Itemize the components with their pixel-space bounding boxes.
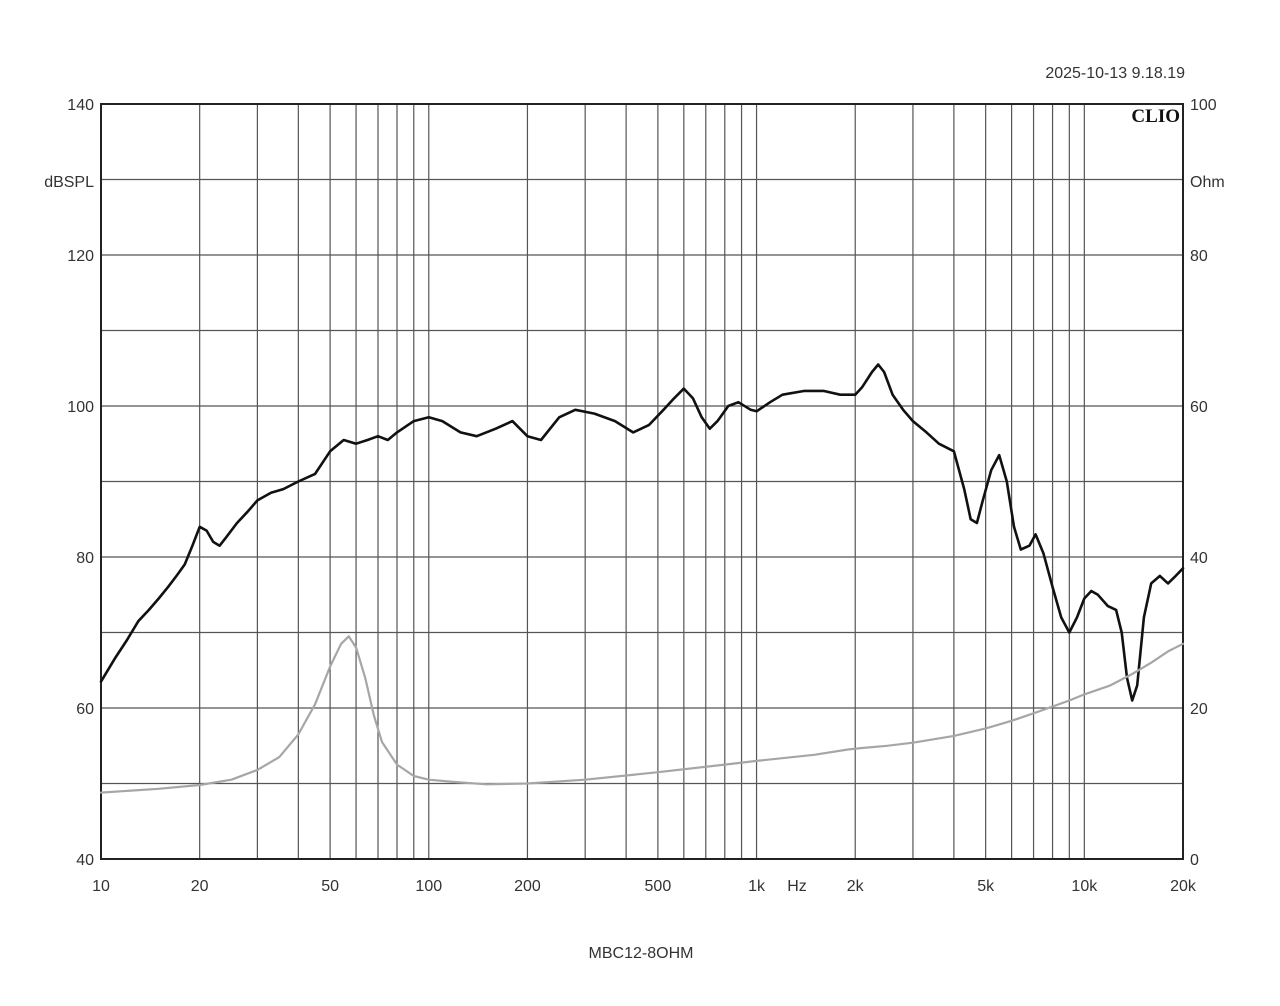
y-tick-label: 100	[67, 399, 94, 416]
chart-caption: MBC12-8OHM	[589, 945, 694, 962]
x-tick-label: 5k	[977, 878, 995, 895]
impedance-curve	[99, 635, 1185, 794]
x-tick-label: 2k	[847, 878, 865, 895]
y2-tick-label: 60	[1190, 399, 1208, 416]
x-tick-label: 50	[321, 878, 339, 895]
x-axis-title: Hz	[787, 878, 807, 895]
x-tick-label: 1k	[748, 878, 766, 895]
x-tick-label: 10	[92, 878, 110, 895]
x-tick-label: 500	[645, 878, 672, 895]
y-tick-label: 140	[67, 97, 94, 114]
y2-tick-label: 40	[1190, 550, 1208, 567]
y-tick-label: 40	[76, 852, 94, 869]
y2-axis-title: Ohm	[1190, 174, 1225, 191]
spl-curve	[99, 363, 1185, 702]
x-tick-label: 20k	[1170, 878, 1197, 895]
y2-tick-label: 0	[1190, 852, 1199, 869]
y2-tick-label: 20	[1190, 701, 1208, 718]
y-tick-label: 80	[76, 550, 94, 567]
x-tick-label: 10k	[1071, 878, 1098, 895]
y-tick-label: 60	[76, 701, 94, 718]
clio-logo: CLIO	[1131, 106, 1180, 127]
x-tick-label: 100	[415, 878, 442, 895]
plot-frame	[100, 103, 1184, 860]
timestamp: 2025-10-13 9.18.19	[1045, 65, 1185, 82]
y2-tick-label: 80	[1190, 248, 1208, 265]
plot-grid	[101, 104, 1183, 859]
x-tick-label: 200	[514, 878, 541, 895]
y-axis-title: dBSPL	[44, 174, 94, 191]
y2-tick-label: 100	[1190, 97, 1217, 114]
x-tick-label: 20	[191, 878, 209, 895]
curves	[99, 363, 1185, 794]
y-tick-label: 120	[67, 248, 94, 265]
